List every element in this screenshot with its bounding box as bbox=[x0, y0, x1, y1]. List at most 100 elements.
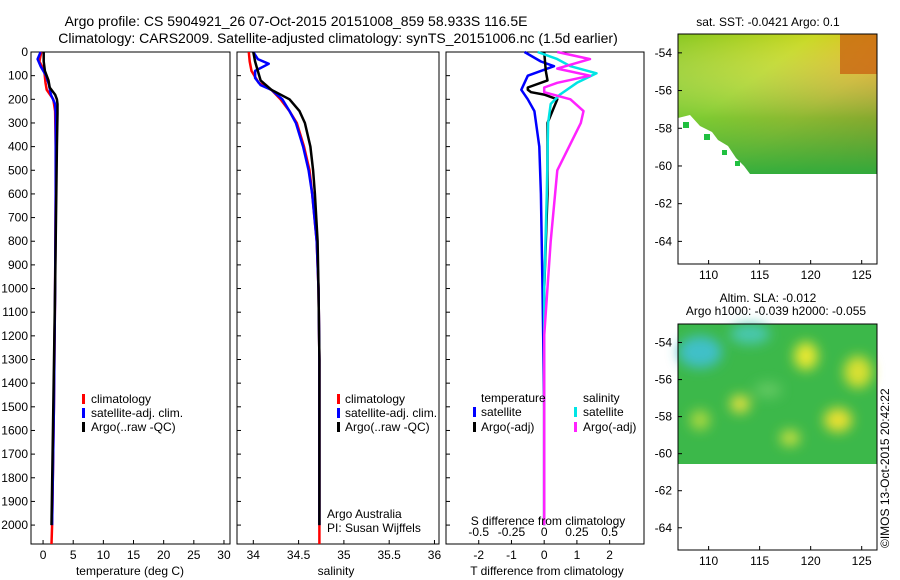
y-tick-label: 300 bbox=[8, 116, 28, 130]
x-tick-label: 110 bbox=[699, 554, 718, 568]
y-tick-label: 1500 bbox=[1, 400, 28, 414]
top-tick-label: 0.25 bbox=[565, 525, 589, 539]
top-tick-label: 0.5 bbox=[601, 525, 618, 539]
y-tick-label: -58 bbox=[655, 410, 673, 424]
y-tick-label: 1700 bbox=[1, 447, 28, 461]
legend-header-salinity: salinity bbox=[583, 391, 620, 405]
y-tick-label: -64 bbox=[655, 234, 673, 248]
x-tick-label: 35 bbox=[337, 548, 351, 562]
y-tick-label: -54 bbox=[655, 46, 673, 60]
difference-xlabel: T difference from climatology bbox=[470, 564, 624, 578]
imos-footer-stamp: ©IMOS 13-Oct-2015 20:42:22 bbox=[878, 388, 892, 548]
legend-label-temp-argo: Argo(-adj) bbox=[481, 420, 534, 434]
x-tick-label: 5 bbox=[70, 548, 77, 562]
legend-swatch-satellite bbox=[337, 408, 340, 418]
series-line bbox=[252, 51, 321, 526]
series-line bbox=[542, 50, 592, 526]
sst-map-title: sat. SST: -0.0421 Argo: 0.1 bbox=[696, 15, 840, 29]
legend-swatch-sal-argo bbox=[574, 422, 577, 432]
legend-label-satellite: satellite-adj. clim. bbox=[345, 406, 437, 420]
sla-map-title-line2: Argo h1000: -0.039 h2000: -0.055 bbox=[686, 304, 866, 318]
salinity-axes-frame bbox=[236, 51, 440, 545]
top-tick-label: -0.5 bbox=[468, 525, 489, 539]
x-tick-label: 20 bbox=[157, 548, 171, 562]
x-tick-label: 30 bbox=[217, 548, 231, 562]
x-tick-label: 125 bbox=[852, 554, 872, 568]
legend-header-temperature: temperature bbox=[481, 391, 546, 405]
y-tick-label: -62 bbox=[655, 484, 673, 498]
x-tick-label: -1 bbox=[506, 548, 517, 562]
top-tick-label: 0 bbox=[541, 525, 548, 539]
y-tick-label: 100 bbox=[8, 69, 28, 83]
x-tick-label: 1 bbox=[574, 548, 581, 562]
x-tick-label: 25 bbox=[187, 548, 201, 562]
y-tick-label: 1300 bbox=[1, 353, 28, 367]
legend-swatch-sal-satellite bbox=[574, 407, 577, 417]
argo-annotation-line1: Argo Australia bbox=[327, 507, 402, 521]
y-tick-label: -60 bbox=[655, 447, 673, 461]
y-tick-label: -54 bbox=[655, 336, 673, 350]
legend-label-sal-argo: Argo(-adj) bbox=[583, 420, 636, 434]
temperature-axes-frame bbox=[30, 51, 231, 545]
difference-panel: -2 -1 0 1 2 -0.5 -0.25 0 0.25 0.5 T difference fr… bbox=[445, 50, 645, 578]
temperature-legend: climatology satellite-adj. clim. Argo(..… bbox=[82, 392, 183, 434]
legend-swatch-temp-satellite bbox=[473, 407, 476, 417]
y-tick-label: -62 bbox=[655, 197, 673, 211]
x-tick-label: -2 bbox=[473, 548, 484, 562]
salinity-legend: climatology satellite-adj. clim. Argo(..… bbox=[337, 392, 437, 434]
x-tick-label: 120 bbox=[801, 554, 821, 568]
legend-label-sal-satellite: satellite bbox=[583, 405, 624, 419]
series-line bbox=[252, 51, 321, 526]
y-tick-label: 1200 bbox=[1, 329, 28, 343]
temperature-xlabel: temperature (deg C) bbox=[76, 564, 184, 578]
figure-title-line1: Argo profile: CS 5904921_26 07-Oct-2015 … bbox=[65, 13, 528, 29]
x-tick-label: 115 bbox=[750, 554, 769, 568]
salinity-xlabel: salinity bbox=[318, 564, 355, 578]
y-tick-label: 1100 bbox=[2, 305, 28, 319]
sst-axes-frame bbox=[677, 33, 878, 265]
legend-label-climatology: climatology bbox=[345, 392, 405, 406]
sla-heatmap bbox=[678, 324, 877, 464]
y-tick-label: 1800 bbox=[1, 471, 28, 485]
y-tick-label: 700 bbox=[8, 211, 28, 225]
y-tick-label: 2000 bbox=[1, 518, 28, 532]
x-tick-label: 120 bbox=[801, 268, 821, 282]
legend-swatch-argo bbox=[337, 422, 340, 432]
x-tick-label: 35.5 bbox=[377, 548, 401, 562]
legend-swatch-satellite bbox=[82, 408, 85, 418]
legend-label-argo: Argo(..raw -QC) bbox=[91, 420, 176, 434]
difference-legend: temperature salinity satellite Argo(-adj… bbox=[473, 391, 636, 434]
figure-title-line2: Climatology: CARS2009. Satellite-adjuste… bbox=[58, 30, 618, 46]
x-tick-label: 10 bbox=[97, 548, 111, 562]
y-tick-label: 500 bbox=[8, 163, 28, 177]
y-tick-label: -58 bbox=[655, 121, 673, 135]
y-tick-label: 1900 bbox=[1, 494, 28, 508]
y-tick-label: 1600 bbox=[1, 423, 28, 437]
sst-heatmap bbox=[678, 34, 877, 174]
legend-label-climatology: climatology bbox=[91, 392, 151, 406]
legend-swatch-argo bbox=[82, 422, 85, 432]
series-line bbox=[247, 51, 321, 544]
difference-top-label: S difference from climatology bbox=[471, 514, 626, 528]
series-line bbox=[42, 52, 59, 526]
x-tick-label: 34 bbox=[247, 548, 261, 562]
sla-map-title-line1: Altim. SLA: -0.012 bbox=[720, 291, 817, 305]
legend-swatch-climatology bbox=[82, 394, 85, 404]
temperature-panel: 0 5 10 15 20 25 300100200300400500600700800900… bbox=[1, 45, 231, 578]
x-tick-label: 15 bbox=[127, 548, 141, 562]
y-tick-label: 1000 bbox=[1, 282, 28, 296]
x-tick-label: 0 bbox=[40, 548, 47, 562]
y-tick-label: -60 bbox=[655, 159, 673, 173]
y-tick-label: 0 bbox=[21, 45, 28, 59]
x-tick-label: 34.5 bbox=[287, 548, 311, 562]
sla-axes-frame bbox=[677, 323, 878, 551]
x-tick-label: 0 bbox=[541, 548, 548, 562]
sla-map-panel: Altim. SLA: -0.012 Argo h1000: -0.039 h2… bbox=[655, 291, 878, 568]
x-tick-label: 115 bbox=[750, 268, 769, 282]
salinity-panel: 34 34.5 35 35.5 36 salinity climatology sate… bbox=[236, 51, 441, 578]
legend-label-temp-satellite: satellite bbox=[481, 405, 522, 419]
legend-label-argo: Argo(..raw -QC) bbox=[345, 420, 430, 434]
y-tick-label: 600 bbox=[8, 187, 28, 201]
x-tick-label: 2 bbox=[606, 548, 613, 562]
